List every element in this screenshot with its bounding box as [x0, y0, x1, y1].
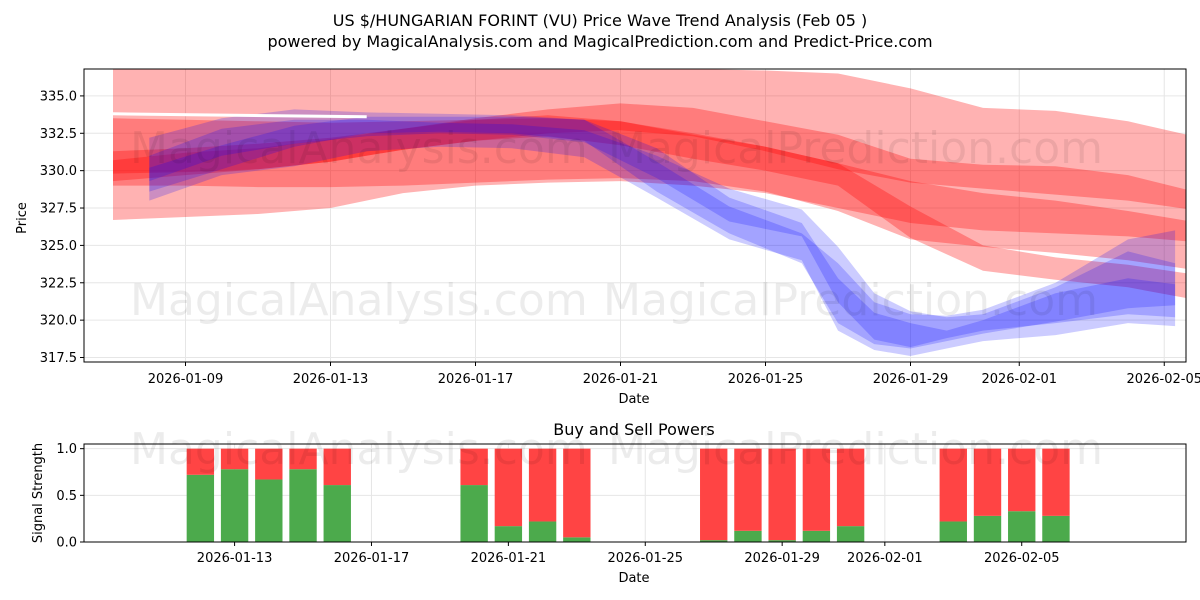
buy-bar — [460, 485, 488, 542]
chart-subtitle: powered by MagicalAnalysis.com and Magic… — [267, 32, 932, 51]
power-x-label: Date — [618, 571, 649, 586]
price-bands — [112, 69, 1186, 357]
buy-bar — [528, 521, 557, 542]
x-tick-label: 2026-01-29 — [744, 551, 820, 566]
power-x-axis: 2026-01-13 2026-01-17 2026-01-21 2026-01-25… — [197, 542, 1060, 566]
price-band — [113, 69, 1186, 242]
x-tick-label: 2026-01-17 — [438, 372, 514, 387]
buy-bar — [220, 469, 249, 542]
x-tick-label: 2026-01-29 — [873, 372, 949, 387]
sell-bar — [186, 448, 215, 475]
buy-bar — [939, 521, 967, 542]
buy-bar — [973, 515, 1002, 542]
y-tick-label: 335.0 — [40, 89, 77, 104]
price-x-axis: 2026-01-09 2026-01-13 2026-01-17 2026-01-21… — [148, 362, 1200, 387]
x-tick-label: 2026-01-25 — [728, 372, 804, 387]
price-x-label: Date — [618, 392, 649, 407]
power-y-label: Signal Strength — [31, 443, 46, 543]
price-band — [113, 115, 1186, 299]
sell-bar — [700, 448, 728, 541]
sell-bar — [1008, 448, 1036, 512]
sell-bar — [973, 448, 1002, 516]
sell-bar — [460, 448, 488, 486]
buy-bar — [700, 540, 728, 542]
buy-bar — [768, 540, 796, 542]
power-y-axis: 0.0 0.5 1.0 — [56, 442, 84, 551]
buy-bar — [1008, 511, 1036, 542]
sell-bar — [323, 448, 351, 486]
sell-bar — [768, 448, 796, 541]
y-tick-label: 322.5 — [40, 276, 77, 291]
x-tick-label: 2026-01-17 — [334, 551, 410, 566]
buy-bar — [323, 485, 351, 542]
sell-bar — [734, 448, 762, 531]
y-tick-label: 1.0 — [56, 442, 77, 457]
x-tick-label: 2026-01-21 — [471, 551, 547, 566]
sell-bar — [1042, 448, 1070, 516]
y-tick-label: 327.5 — [40, 202, 77, 217]
buy-bar — [289, 469, 317, 542]
sell-bar — [802, 448, 831, 531]
x-tick-label: 2026-01-25 — [607, 551, 683, 566]
price-band — [149, 116, 1176, 349]
price-band — [149, 109, 1176, 357]
buy-bar — [1042, 515, 1070, 542]
buy-bar — [255, 479, 283, 542]
watermark-text: MagicalPrediction.com — [608, 424, 1103, 475]
y-tick-label: 325.0 — [40, 239, 77, 254]
y-tick-label: 332.5 — [40, 127, 77, 142]
y-tick-label: 330.0 — [40, 164, 77, 179]
y-tick-label: 0.0 — [56, 536, 77, 551]
price-y-axis: 317.5 320.0 322.5 325.0 327.5 330.0 332.5 335.0 — [40, 89, 84, 366]
price-band — [113, 103, 1186, 209]
watermark-text: MagicalPrediction.com — [608, 123, 1103, 174]
x-tick-label: 2026-01-21 — [583, 372, 659, 387]
price-axes-frame — [83, 68, 1187, 363]
sell-bar — [563, 448, 591, 538]
watermark-text: MagicalAnalysis.com — [130, 123, 588, 174]
sell-bar — [289, 448, 317, 470]
y-tick-label: 317.5 — [40, 351, 77, 366]
sell-bar — [255, 448, 283, 480]
x-tick-label: 2026-02-05 — [1126, 372, 1200, 387]
buy-bar — [494, 526, 523, 542]
sell-bar — [220, 448, 249, 470]
chart-title: US $/HUNGARIAN FORINT (VU) Price Wave Tr… — [333, 11, 867, 30]
sell-bar — [939, 448, 967, 522]
power-bars — [186, 448, 1070, 542]
y-tick-label: 320.0 — [40, 314, 77, 329]
x-tick-label: 2026-01-13 — [197, 551, 273, 566]
power-chart-title: Buy and Sell Powers — [553, 420, 715, 439]
power-chart: Buy and Sell Powers MagicalAnalysis.com … — [31, 420, 1187, 586]
power-axes-frame — [83, 443, 1187, 543]
y-tick-label: 0.5 — [56, 489, 77, 504]
x-tick-label: 2026-02-01 — [981, 372, 1057, 387]
price-band — [113, 118, 1186, 269]
watermark-text: MagicalAnalysis.com — [130, 424, 588, 475]
price-band — [149, 119, 1176, 348]
price-chart: MagicalAnalysis.com MagicalPrediction.co… — [15, 68, 1200, 407]
x-tick-label: 2026-02-01 — [847, 551, 923, 566]
buy-bar — [186, 474, 215, 542]
sell-bar — [528, 448, 557, 522]
price-y-label: Price — [15, 202, 30, 234]
watermark-text: MagicalPrediction.com — [603, 275, 1098, 326]
buy-bar — [802, 530, 831, 542]
buy-bar — [836, 526, 865, 542]
buy-bar — [563, 537, 591, 542]
x-tick-label: 2026-01-09 — [148, 372, 224, 387]
sell-bar — [836, 448, 865, 527]
watermark-text: MagicalAnalysis.com — [130, 275, 588, 326]
x-tick-label: 2026-02-05 — [984, 551, 1060, 566]
price-grid — [84, 69, 1186, 362]
price-line — [112, 112, 367, 119]
sell-bar — [494, 448, 523, 527]
x-tick-label: 2026-01-13 — [293, 372, 369, 387]
buy-bar — [734, 530, 762, 542]
